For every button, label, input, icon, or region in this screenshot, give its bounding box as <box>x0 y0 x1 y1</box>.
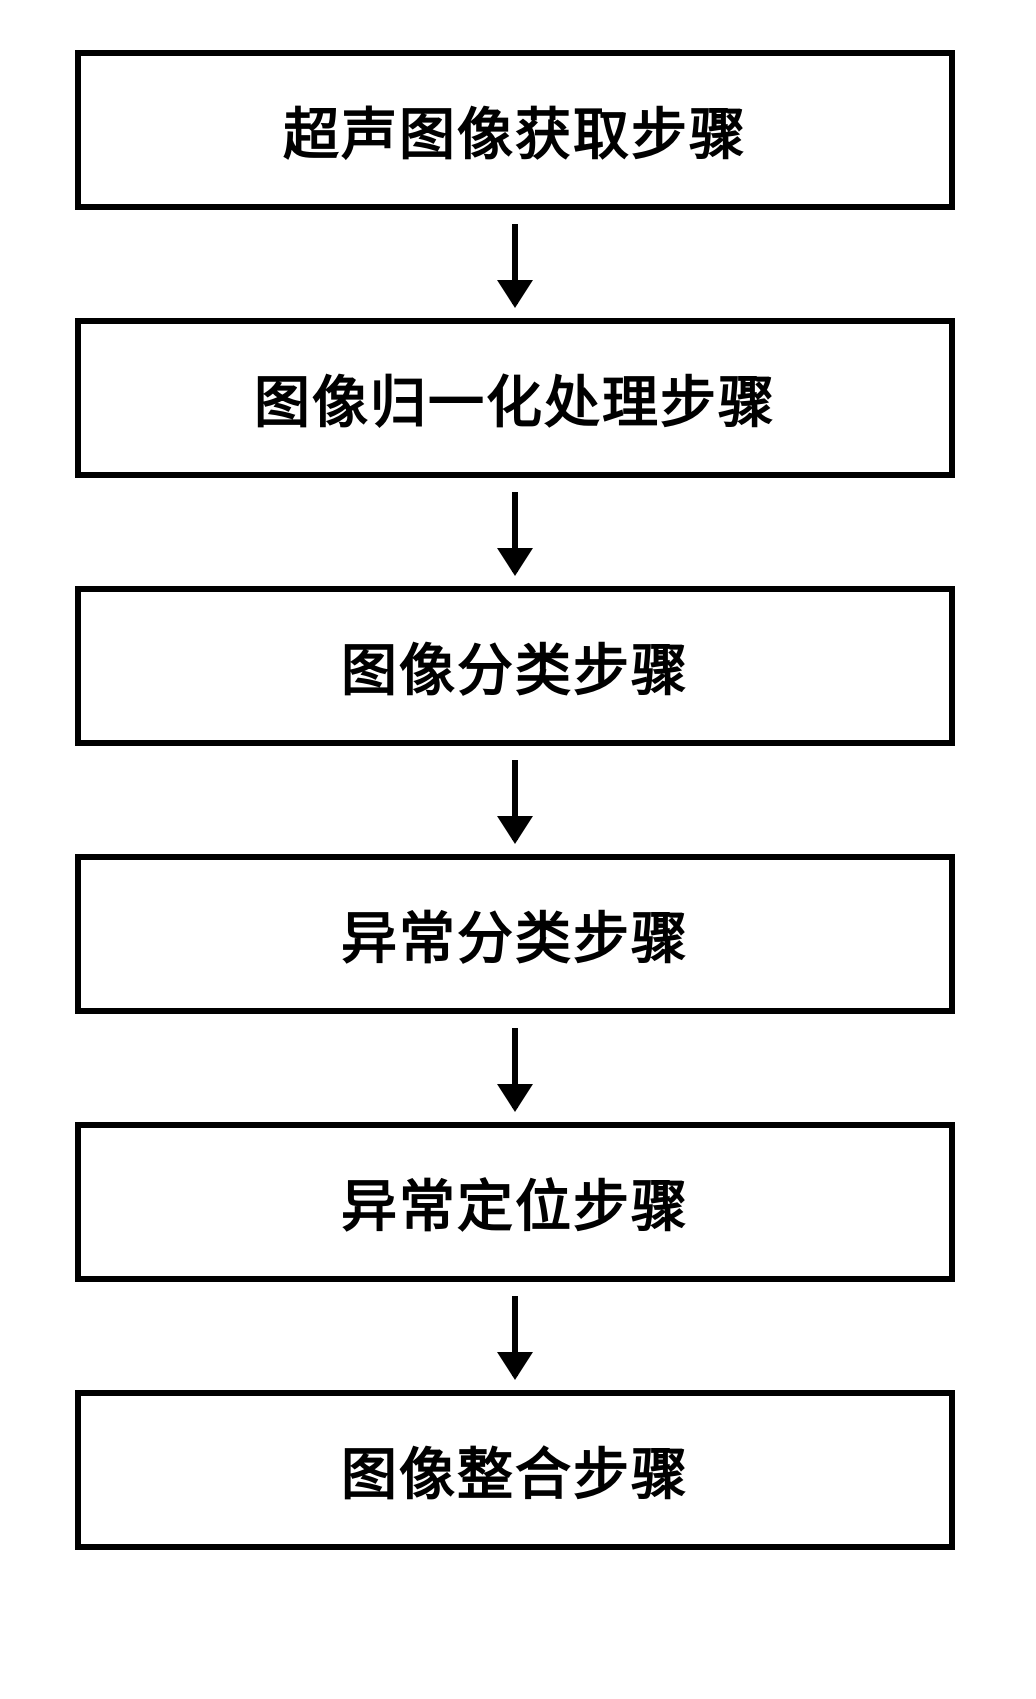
flowchart-step-4: 异常分类步骤 <box>75 854 955 1014</box>
down-arrow-icon <box>512 760 518 840</box>
arrow-1 <box>512 210 518 318</box>
flowchart-container: 超声图像获取步骤 图像归一化处理步骤 图像分类步骤 异常分类步骤 异常定位步骤 … <box>75 50 955 1550</box>
flowchart-step-5: 异常定位步骤 <box>75 1122 955 1282</box>
step-label: 超声图像获取步骤 <box>283 90 747 171</box>
down-arrow-icon <box>512 224 518 304</box>
step-label: 图像整合步骤 <box>341 1430 689 1511</box>
down-arrow-icon <box>512 1296 518 1376</box>
step-label: 异常分类步骤 <box>341 894 689 975</box>
down-arrow-icon <box>512 1028 518 1108</box>
step-label: 异常定位步骤 <box>341 1162 689 1243</box>
step-label: 图像归一化处理步骤 <box>254 358 776 439</box>
flowchart-step-6: 图像整合步骤 <box>75 1390 955 1550</box>
arrow-3 <box>512 746 518 854</box>
flowchart-step-3: 图像分类步骤 <box>75 586 955 746</box>
down-arrow-icon <box>512 492 518 572</box>
flowchart-step-1: 超声图像获取步骤 <box>75 50 955 210</box>
step-label: 图像分类步骤 <box>341 626 689 707</box>
arrow-5 <box>512 1282 518 1390</box>
arrow-2 <box>512 478 518 586</box>
flowchart-step-2: 图像归一化处理步骤 <box>75 318 955 478</box>
arrow-4 <box>512 1014 518 1122</box>
